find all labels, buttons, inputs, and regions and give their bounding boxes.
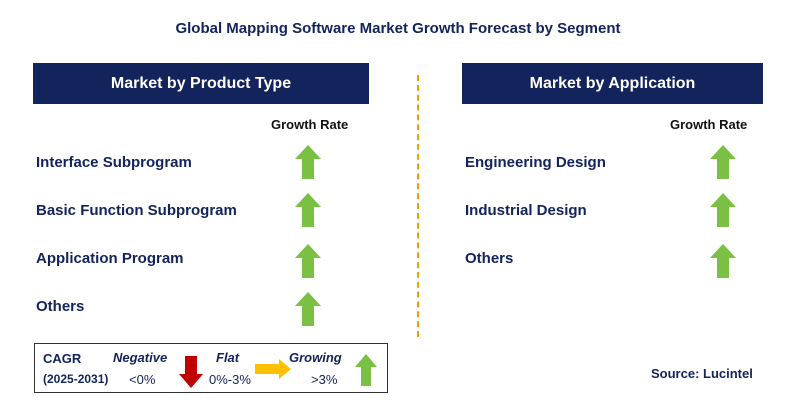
growing-arrow-icon	[710, 193, 736, 227]
growing-arrow-icon	[710, 145, 736, 179]
legend-growing-range: >3%	[311, 372, 338, 387]
product-type-header: Market by Product Type	[33, 63, 369, 104]
growing-arrow-icon	[710, 244, 736, 278]
legend-flat-label: Flat	[216, 350, 240, 365]
application-row-label: Engineering Design	[465, 154, 606, 171]
application-row-label: Industrial Design	[465, 202, 587, 219]
product-row-label: Basic Function Subprogram	[36, 202, 237, 219]
growing-arrow-icon	[355, 354, 377, 386]
growing-arrow-icon	[295, 292, 321, 326]
application-header: Market by Application	[462, 63, 763, 104]
growing-arrow-icon	[295, 145, 321, 179]
legend-negative-label: Negative	[113, 350, 168, 365]
growing-arrow-icon	[295, 244, 321, 278]
product-row-label: Application Program	[36, 250, 184, 267]
legend-negative-range: <0%	[129, 372, 156, 387]
growing-arrow-icon	[295, 193, 321, 227]
cagr-legend: CAGR (2025-2031) Negative <0% Flat 0%-3%…	[34, 343, 388, 393]
product-type-growth-rate-header: Growth Rate	[271, 117, 349, 132]
product-row-label: Interface Subprogram	[36, 154, 192, 171]
legend-growing-label: Growing	[289, 350, 342, 365]
legend-flat-range: 0%-3%	[209, 372, 251, 387]
application-row-label: Others	[465, 250, 514, 267]
product-row-label: Others	[36, 298, 85, 315]
source-note: Source: Lucintel	[651, 366, 753, 381]
legend-cagr-label: CAGR	[43, 351, 82, 366]
application-growth-rate-header: Growth Rate	[670, 117, 748, 132]
chart-title: Global Mapping Software Market Growth Fo…	[175, 20, 621, 37]
legend-period: (2025-2031)	[43, 372, 109, 386]
negative-arrow-icon	[179, 356, 203, 388]
flat-arrow-icon	[255, 359, 291, 379]
panel-divider	[417, 75, 419, 337]
